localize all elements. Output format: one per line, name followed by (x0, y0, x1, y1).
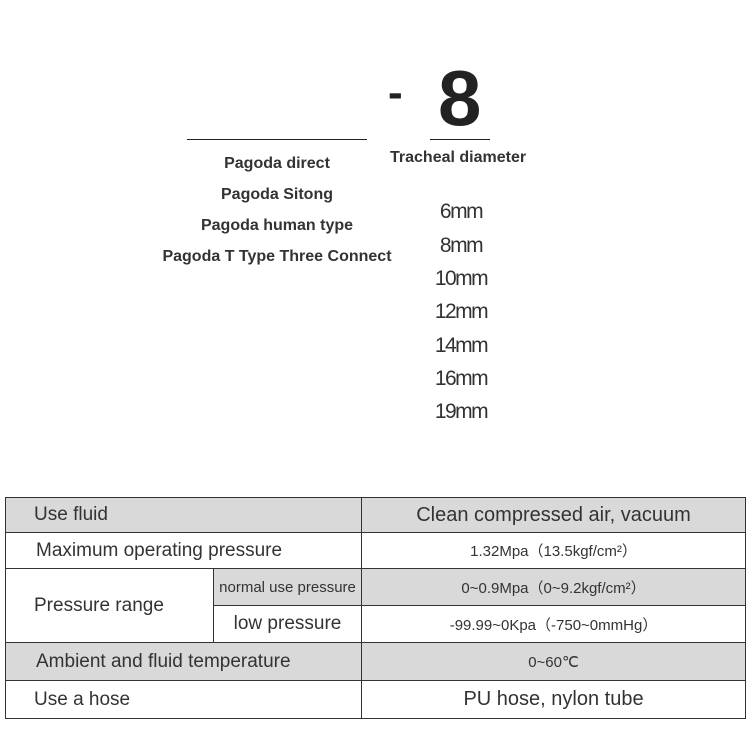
type-item: Pagoda T Type Three Connect (162, 248, 392, 265)
code-dash: - (388, 68, 403, 117)
max-pressure-label: Maximum operating pressure (4, 532, 363, 569)
table-row: Pressure range normal use pressure 0~0.9… (5, 568, 747, 643)
low-pressure-label: low pressure (212, 605, 363, 643)
normal-pressure-value: 0~0.9Mpa（0~9.2kgf/cm²） (361, 568, 747, 606)
table-row: Ambient and fluid temperature 0~60℃ (4, 642, 747, 681)
diameter-item: 16mm (434, 367, 489, 390)
diameter-item: 14mm (434, 334, 489, 357)
table-row: Use a hose PU hose, nylon tube (4, 680, 747, 719)
normal-pressure-label: normal use pressure (212, 568, 363, 606)
table-row: Use fluid Clean compressed air, vacuum (4, 497, 747, 533)
diameter-item: 12mm (434, 300, 489, 323)
tracheal-diameter-label: Tracheal diameter (390, 149, 527, 166)
max-pressure-value: 1.32Mpa（13.5kgf/cm²） (361, 532, 747, 569)
type-item: Pagoda Sitong (221, 186, 333, 203)
temperature-value: 0~60℃ (361, 642, 747, 681)
table-row: Maximum operating pressure 1.32Mpa（13.5k… (4, 532, 747, 569)
diameter-item: 19mm (434, 400, 489, 423)
hose-value: PU hose, nylon tube (361, 680, 747, 719)
diameter-item: 6mm (439, 200, 484, 223)
low-pressure-value: -99.99~0Kpa（-750~0mmHg） (361, 605, 747, 643)
hose-label: Use a hose (4, 680, 363, 719)
table-row: low pressure -99.99~0Kpa（-750~0mmHg） (6, 605, 747, 643)
diameter-item: 8mm (439, 234, 484, 257)
type-blank-line (187, 139, 367, 140)
diameter-item: 10mm (434, 267, 489, 290)
use-fluid-value: Clean compressed air, vacuum (361, 497, 747, 533)
code-number: 8 (438, 54, 482, 142)
use-fluid-label: Use fluid (4, 497, 363, 533)
pressure-range-label: Pressure range (5, 568, 214, 643)
temperature-label: Ambient and fluid temperature (4, 642, 363, 681)
type-item: Pagoda direct (224, 155, 330, 172)
type-item: Pagoda human type (200, 217, 354, 234)
spec-table: Use fluid Clean compressed air, vacuum M… (4, 497, 747, 719)
diameter-blank-line (430, 139, 490, 140)
